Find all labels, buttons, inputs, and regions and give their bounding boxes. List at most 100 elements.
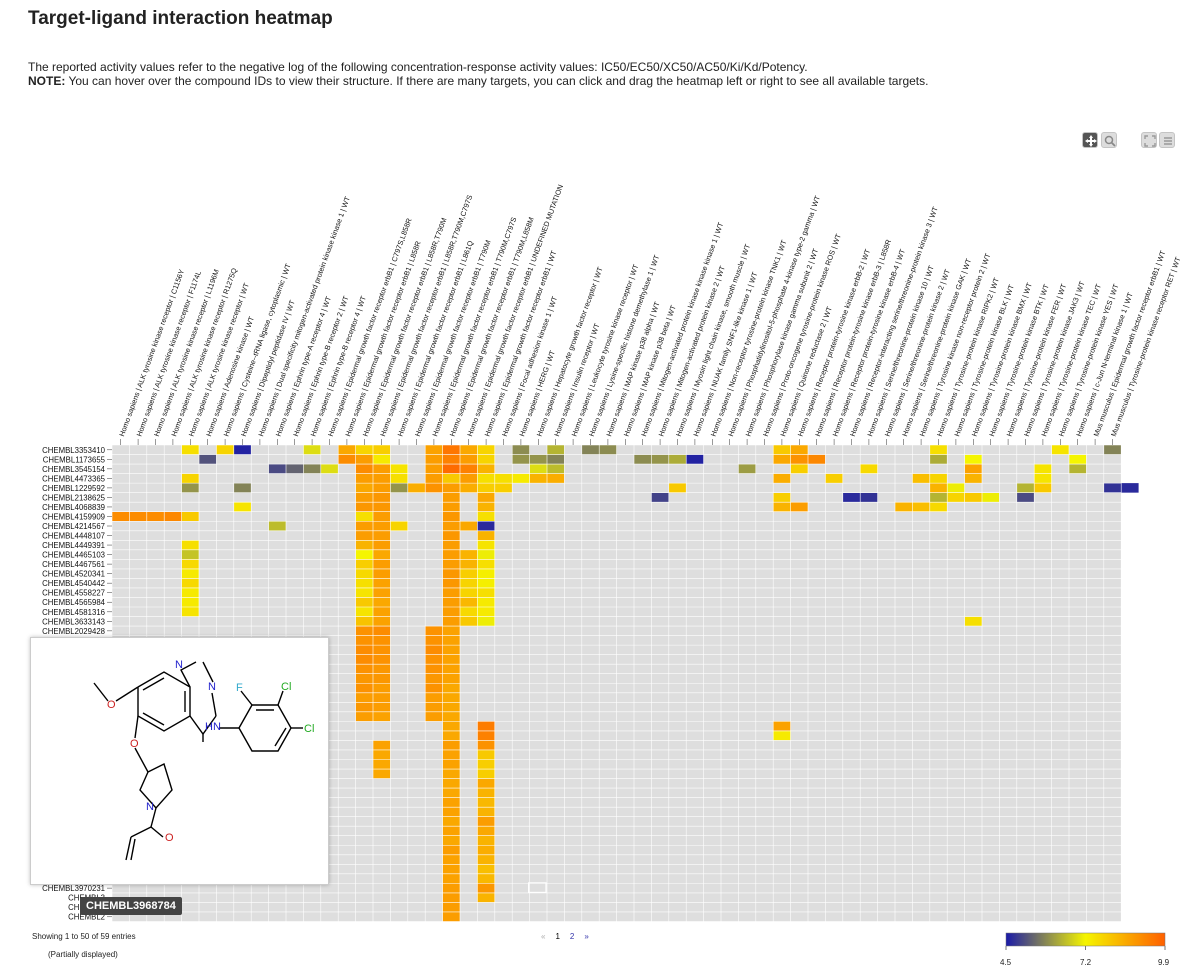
heatmap-cell[interactable]: [477, 759, 495, 770]
heatmap-cell[interactable]: [477, 521, 495, 531]
heatmap-cell[interactable]: [982, 492, 1000, 503]
heatmap-cell[interactable]: [460, 454, 478, 465]
heatmap-cell[interactable]: [355, 454, 373, 465]
heatmap-cell[interactable]: [477, 807, 495, 817]
heatmap-cell[interactable]: [773, 473, 791, 484]
heatmap-cell[interactable]: [355, 473, 373, 484]
heatmap-cell[interactable]: [373, 473, 391, 484]
heatmap-cell[interactable]: [442, 597, 460, 608]
heatmap-cell[interactable]: [442, 530, 460, 541]
heatmap-cell[interactable]: [442, 483, 460, 493]
heatmap-cell[interactable]: [773, 492, 791, 503]
heatmap-cell[interactable]: [494, 473, 513, 484]
heatmap-cell[interactable]: [547, 445, 565, 455]
heatmap-cell[interactable]: [929, 445, 948, 455]
heatmap-cell[interactable]: [477, 607, 495, 617]
page-1-button[interactable]: 1: [555, 932, 560, 941]
heatmap-cell[interactable]: [599, 445, 617, 455]
heatmap-cell[interactable]: [512, 473, 530, 484]
heatmap-cell[interactable]: [442, 721, 460, 731]
heatmap-cell[interactable]: [1069, 454, 1087, 465]
heatmap-cell[interactable]: [442, 711, 460, 722]
heatmap-cell[interactable]: [442, 816, 460, 827]
heatmap-cell[interactable]: [529, 464, 547, 474]
heatmap-cell[interactable]: [373, 711, 391, 722]
heatmap-cell[interactable]: [425, 702, 443, 712]
heatmap-cell[interactable]: [355, 530, 373, 541]
heatmap-cell[interactable]: [547, 454, 565, 465]
heatmap-cell[interactable]: [477, 778, 495, 789]
heatmap-cell[interactable]: [355, 549, 373, 560]
heatmap-cell[interactable]: [373, 521, 391, 531]
heatmap-cell[interactable]: [442, 664, 460, 674]
heatmap-cell[interactable]: [373, 597, 391, 608]
compound-label[interactable]: CHEMBL3633143: [42, 617, 105, 626]
compound-label[interactable]: CHEMBL1229592: [42, 484, 105, 493]
heatmap-cell[interactable]: [442, 845, 460, 855]
heatmap-cell[interactable]: [460, 568, 478, 579]
heatmap-cell[interactable]: [425, 483, 443, 493]
compound-label[interactable]: CHEMBL4565984: [42, 598, 106, 607]
heatmap-cell[interactable]: [373, 702, 391, 712]
heatmap-cell[interactable]: [442, 759, 460, 770]
heatmap-cell[interactable]: [773, 721, 791, 731]
heatmap-cell[interactable]: [929, 483, 948, 493]
heatmap-cell[interactable]: [477, 854, 495, 865]
heatmap-cell[interactable]: [477, 835, 495, 846]
heatmap-cell[interactable]: [425, 645, 443, 655]
heatmap-cell[interactable]: [181, 549, 199, 560]
heatmap-cell[interactable]: [442, 769, 460, 779]
heatmap-cell[interactable]: [442, 635, 460, 646]
heatmap-cell[interactable]: [860, 492, 878, 503]
heatmap-cell[interactable]: [355, 607, 373, 617]
zoom-icon[interactable]: [1101, 132, 1117, 148]
heatmap-cell[interactable]: [477, 473, 495, 484]
heatmap-cell[interactable]: [181, 445, 199, 455]
compound-label[interactable]: CHEMBL4558227: [42, 589, 105, 598]
compound-label[interactable]: CHEMBL4520341: [42, 570, 105, 579]
heatmap-cell[interactable]: [373, 607, 391, 617]
heatmap-cell[interactable]: [390, 464, 408, 474]
heatmap-cell[interactable]: [373, 759, 391, 770]
heatmap-cell[interactable]: [773, 730, 791, 741]
heatmap-cell[interactable]: [164, 511, 182, 522]
heatmap-cell[interactable]: [964, 464, 982, 474]
heatmap-cell[interactable]: [494, 483, 513, 493]
menu-icon[interactable]: [1159, 132, 1175, 148]
heatmap-cell[interactable]: [686, 454, 704, 465]
heatmap-cell[interactable]: [477, 816, 495, 827]
heatmap-cell[interactable]: [460, 616, 478, 627]
heatmap-cell[interactable]: [442, 568, 460, 579]
heatmap-cell[interactable]: [773, 502, 791, 512]
heatmap-cell[interactable]: [477, 730, 495, 741]
heatmap-cell[interactable]: [668, 454, 687, 465]
heatmap-cell[interactable]: [355, 464, 373, 474]
heatmap-cell[interactable]: [373, 635, 391, 646]
heatmap-cell[interactable]: [355, 568, 373, 579]
compound-label[interactable]: CHEMBL1173655: [43, 455, 106, 464]
heatmap-cell[interactable]: [233, 502, 252, 512]
heatmap-cell[interactable]: [216, 445, 234, 455]
heatmap-cell[interactable]: [268, 521, 286, 531]
heatmap-cell[interactable]: [425, 454, 443, 465]
heatmap-cell[interactable]: [477, 568, 495, 579]
heatmap-cell[interactable]: [425, 635, 443, 646]
heatmap-cell[interactable]: [355, 511, 373, 522]
heatmap-cell[interactable]: [373, 511, 391, 522]
heatmap-cell[interactable]: [442, 749, 460, 760]
heatmap-cell[interactable]: [355, 664, 373, 674]
heatmap-cell[interactable]: [373, 692, 391, 703]
heatmap-cell[interactable]: [268, 464, 286, 474]
heatmap-cell[interactable]: [425, 692, 443, 703]
heatmap-cell[interactable]: [895, 502, 913, 512]
heatmap-cell[interactable]: [355, 626, 373, 636]
compound-label[interactable]: CHEMBL2138625: [42, 493, 106, 502]
heatmap-cell[interactable]: [790, 502, 808, 512]
heatmap-cell[interactable]: [338, 454, 356, 465]
heatmap-cell[interactable]: [477, 530, 495, 541]
heatmap-cell[interactable]: [442, 740, 460, 750]
prev-page-button[interactable]: «: [541, 932, 546, 941]
heatmap-cell[interactable]: [477, 511, 495, 522]
heatmap-cell[interactable]: [355, 635, 373, 646]
heatmap-cell[interactable]: [303, 464, 321, 474]
